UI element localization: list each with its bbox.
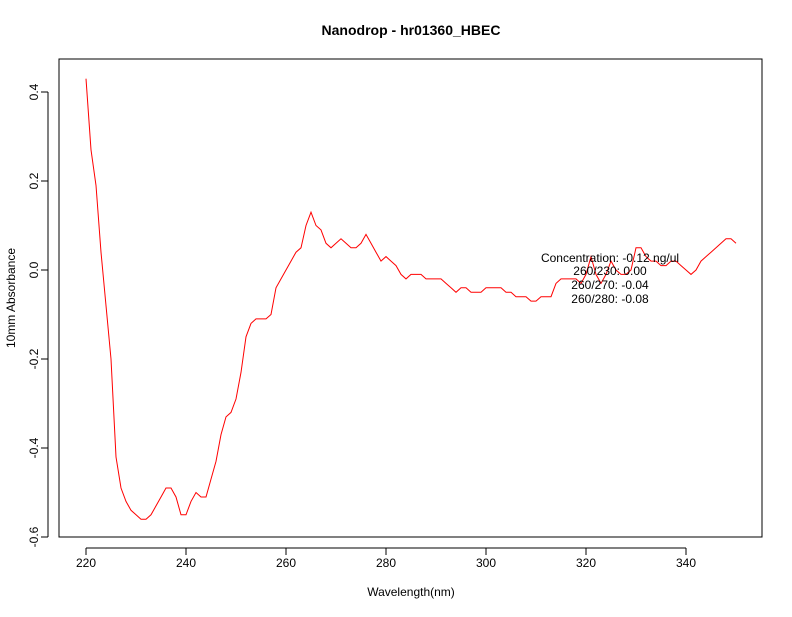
y-tick-label: -0.6 [27,526,41,547]
y-axis-label: 10mm Absorbance [4,248,18,348]
annotation-260-230: 260/230: 0.00 [573,264,647,278]
x-tick-label: 220 [76,556,96,570]
y-axis: -0.6 -0.4 -0.2 0.0 0.2 0.4 [27,83,49,547]
x-tick-label: 340 [676,556,696,570]
x-tick-label: 320 [576,556,596,570]
plot-frame [58,58,763,538]
x-tick-label: 300 [476,556,496,570]
x-axis-label: Wavelength(nm) [367,585,455,599]
y-tick-label: 0.0 [27,261,41,278]
y-tick-label: -0.4 [27,437,41,458]
y-tick-label: -0.2 [27,348,41,369]
absorbance-series-line [85,78,737,520]
x-tick-label: 260 [276,556,296,570]
x-axis: 220 240 260 280 300 320 340 [76,547,696,570]
y-tick-label: 0.2 [27,172,41,189]
x-tick-label: 280 [376,556,396,570]
chart-title: Nanodrop - hr01360_HBEC [322,22,501,38]
annotation-260-280: 260/280: -0.08 [571,292,649,306]
annotation-260-270: 260/270: -0.04 [571,278,649,292]
y-tick-label: 0.4 [27,83,41,100]
annotation-block: Concentration: -0.12 ng/ul 260/230: 0.00… [541,251,679,306]
annotation-concentration: Concentration: -0.12 ng/ul [541,251,679,265]
x-tick-label: 240 [176,556,196,570]
